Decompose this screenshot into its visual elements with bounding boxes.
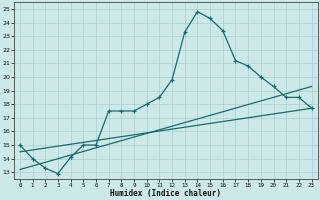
X-axis label: Humidex (Indice chaleur): Humidex (Indice chaleur) <box>110 189 221 198</box>
